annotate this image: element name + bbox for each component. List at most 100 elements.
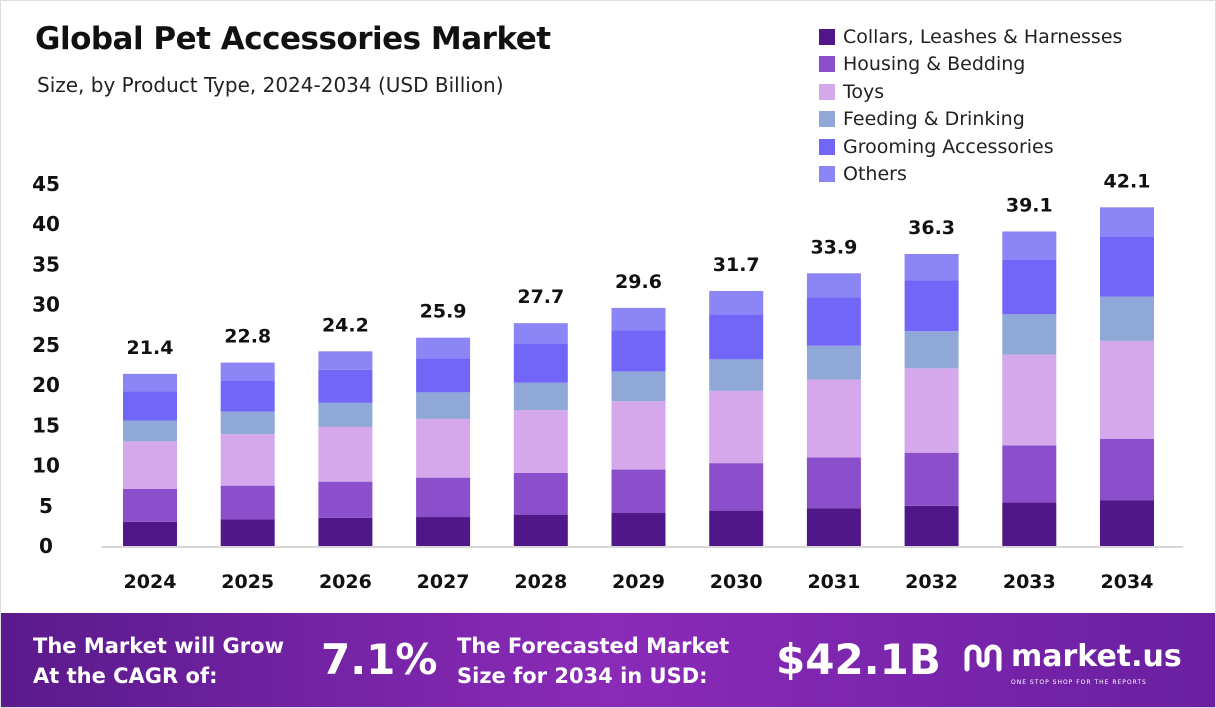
- x-tick-label: 2030: [710, 571, 763, 593]
- bar-segment-2028-1: [513, 472, 568, 515]
- bar-segment-2030-0: [709, 510, 764, 546]
- bar-segment-2033-1: [1002, 445, 1057, 503]
- legend-label: Grooming Accessories: [843, 135, 1054, 158]
- x-tick-label: 2031: [807, 571, 860, 593]
- legend-swatch: [819, 138, 835, 155]
- bar-segment-2029-0: [611, 513, 666, 546]
- x-tick-label: 2027: [417, 571, 470, 593]
- bar-segment-2026-5: [318, 351, 373, 370]
- bar-segment-2032-5: [904, 253, 959, 281]
- bar-segment-2028-2: [513, 410, 568, 473]
- total-label: 31.7: [713, 254, 760, 276]
- bar-segment-2033-3: [1002, 314, 1057, 355]
- total-label: 22.8: [224, 326, 271, 348]
- x-tick-label: 2032: [905, 571, 958, 593]
- bar-segment-2024-1: [123, 488, 177, 522]
- legend-label: Toys: [843, 80, 885, 103]
- bar-segment-2031-3: [806, 345, 861, 380]
- total-label: 24.2: [322, 314, 369, 336]
- forecast-label: The Forecasted Market Size for 2034 in U…: [457, 631, 729, 691]
- bar-segment-2031-1: [806, 457, 861, 509]
- chart-subtitle: Size, by Product Type, 2024-2034 (USD Bi…: [37, 73, 504, 97]
- bar-segment-2032-2: [904, 368, 959, 453]
- brand-tagline: ONE STOP SHOP FOR THE REPORTS: [1011, 679, 1147, 686]
- bar-segment-2025-3: [220, 411, 275, 435]
- cagr-label: The Market will Grow At the CAGR of:: [33, 631, 284, 691]
- bar-segment-2032-1: [904, 452, 959, 506]
- bar-segment-2033-0: [1002, 502, 1057, 546]
- y-tick-label: 20: [32, 373, 60, 397]
- forecast-value: $42.1B: [776, 635, 941, 684]
- brand-logo-icon: [964, 644, 1002, 671]
- x-tick-label: 2024: [124, 571, 177, 593]
- bar-segment-2025-5: [220, 362, 275, 381]
- x-tick-label: 2034: [1101, 571, 1154, 593]
- legend-label: Housing & Bedding: [843, 53, 1026, 76]
- bar-segment-2028-4: [513, 343, 568, 383]
- bar-segment-2024-5: [123, 373, 177, 392]
- bar-segment-2034-4: [1100, 236, 1154, 297]
- bar-segment-2032-3: [904, 331, 959, 369]
- total-label: 25.9: [420, 301, 467, 323]
- bar-segment-2027-4: [416, 358, 471, 393]
- bar-segment-2028-3: [513, 382, 568, 411]
- bar-segment-2028-0: [513, 514, 568, 546]
- bar-segment-2034-2: [1100, 340, 1154, 440]
- legend-swatch: [819, 166, 835, 183]
- bar-segment-2029-4: [611, 330, 666, 372]
- bar-segment-2031-4: [806, 297, 861, 346]
- bar-segment-2025-1: [220, 485, 275, 520]
- brand-name: market.us: [1011, 639, 1182, 674]
- cagr-value: 7.1%: [321, 635, 438, 684]
- bar-segment-2030-2: [709, 390, 764, 464]
- bar-segment-2029-1: [611, 469, 666, 514]
- bar-segment-2034-3: [1100, 296, 1154, 341]
- total-label: 29.6: [615, 271, 662, 293]
- bar-segment-2027-5: [416, 337, 471, 359]
- total-label: 27.7: [517, 286, 564, 308]
- bar-segment-2027-2: [416, 418, 471, 478]
- legend-item: Feeding & Drinking: [819, 106, 1122, 134]
- total-label: 36.3: [908, 217, 955, 239]
- legend-swatch: [819, 83, 835, 100]
- bar-segment-2029-5: [611, 307, 666, 331]
- y-tick-label: 30: [32, 293, 60, 317]
- cagr-label-line1: The Market will Grow: [33, 634, 284, 658]
- bar-segment-2028-5: [513, 323, 568, 344]
- legend-item: Grooming Accessories: [819, 133, 1122, 161]
- bar-segment-2029-2: [611, 401, 666, 470]
- y-tick-label: 45: [32, 172, 60, 196]
- brand-logo: market.us: [963, 639, 1182, 674]
- bar-segment-2030-3: [709, 359, 764, 391]
- legend-swatch: [819, 56, 835, 73]
- bar-segment-2024-3: [123, 420, 177, 442]
- bar-segment-2026-2: [318, 426, 373, 482]
- y-tick-label: 35: [32, 252, 60, 276]
- bar-segment-2026-1: [318, 481, 373, 518]
- bar-segment-2034-0: [1100, 500, 1154, 546]
- x-tick-label: 2028: [514, 571, 567, 593]
- total-label: 33.9: [810, 236, 857, 258]
- x-tick-label: 2029: [612, 571, 665, 593]
- bar-segment-2030-1: [709, 463, 764, 511]
- y-tick-label: 40: [32, 212, 60, 236]
- legend-item: Toys: [819, 78, 1122, 106]
- bar-segment-2026-3: [318, 402, 373, 427]
- x-tick-label: 2026: [319, 571, 372, 593]
- bar-segment-2025-0: [220, 519, 275, 546]
- total-label: 21.4: [127, 337, 174, 359]
- bar-segment-2024-2: [123, 441, 177, 489]
- y-tick-label: 5: [39, 494, 53, 518]
- bar-segment-2030-4: [709, 314, 764, 360]
- bar-segment-2032-4: [904, 280, 959, 332]
- forecast-label-line1: The Forecasted Market: [457, 634, 730, 658]
- bar-segment-2034-5: [1100, 207, 1154, 237]
- cagr-label-line2: At the CAGR of:: [33, 664, 218, 688]
- bar-segment-2033-5: [1002, 231, 1057, 260]
- legend-item: Collars, Leashes & Harnesses: [819, 23, 1122, 51]
- y-tick-label: 25: [32, 333, 60, 357]
- legend-swatch: [819, 111, 835, 128]
- y-tick-label: 10: [32, 454, 60, 478]
- total-label: 39.1: [1006, 194, 1053, 216]
- bar-segment-2029-3: [611, 371, 666, 402]
